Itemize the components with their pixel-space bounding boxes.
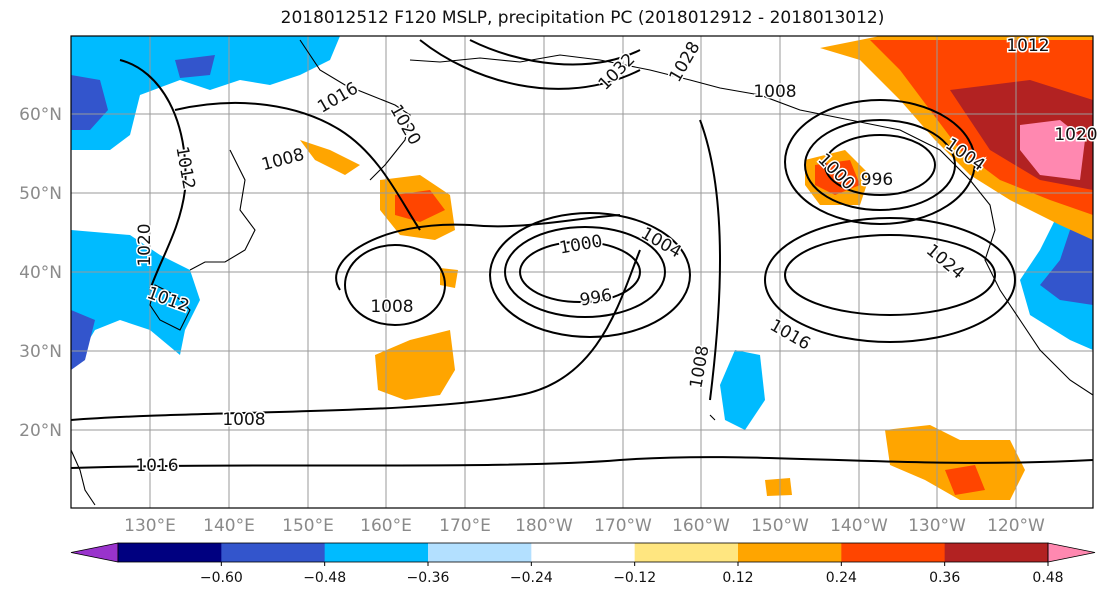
colorbar-min-extension	[70, 542, 119, 563]
map-title: 2018012512 F120 MSLP, precipitation PC (…	[280, 8, 885, 28]
lon-label: 160°W	[672, 516, 730, 536]
colorbar-tick-label: −0.24	[510, 570, 553, 586]
colorbar-tick-label: −0.12	[613, 570, 656, 586]
colorbar-max-extension	[1047, 542, 1096, 563]
colorbar-swatch	[221, 543, 326, 562]
colorbar: −0.60 −0.48 −0.36 −0.24 −0.12 0.12 0.24 0.36 0.4…	[70, 542, 1096, 586]
lon-label: 120°W	[987, 516, 1045, 536]
colorbar-tick-label: 0.36	[929, 570, 960, 586]
isobar-label: 1008	[222, 410, 265, 430]
colorbar-swatch	[118, 543, 222, 562]
lon-label: 150°W	[751, 516, 809, 536]
colorbar-tick-label: −0.48	[303, 570, 346, 586]
isobar-label: 1008	[753, 82, 796, 102]
lon-label: 160°E	[360, 516, 412, 536]
colorbar-tick-label: 0.12	[722, 570, 753, 586]
isobar-label: 1008	[370, 297, 413, 317]
isobar-label: 1020	[135, 223, 155, 266]
colorbar-swatch	[738, 543, 842, 562]
lon-label: 170°E	[439, 516, 491, 536]
lon-label: 130°W	[908, 516, 966, 536]
colorbar-swatch	[634, 543, 739, 562]
colorbar-swatch	[428, 543, 532, 562]
precip-shading	[71, 36, 1093, 500]
isobar-label: 1012	[1006, 36, 1049, 56]
colorbar-swatch	[944, 543, 1049, 562]
colorbar-swatch	[324, 543, 429, 562]
colorbar-swatch	[841, 543, 946, 562]
lat-label: 60°N	[19, 105, 62, 125]
lat-label: 30°N	[19, 342, 62, 362]
lon-label: 180°W	[515, 516, 573, 536]
lon-label: 170°W	[594, 516, 652, 536]
coastlines	[71, 39, 1093, 506]
isobar-label: 1016	[135, 456, 178, 476]
plot-border	[70, 35, 1094, 509]
lon-label: 130°E	[124, 516, 176, 536]
longitude-axis: 130°E 140°E 150°E 160°E 170°E 180°W 170°…	[124, 516, 1045, 536]
isobars	[71, 39, 1093, 469]
lon-label: 150°E	[282, 516, 334, 536]
colorbar-tick-label: −0.60	[200, 570, 243, 586]
lat-label: 40°N	[19, 263, 62, 283]
colorbar-tick-label: −0.36	[407, 570, 450, 586]
colorbar-border	[117, 542, 1049, 563]
lon-label: 140°W	[830, 516, 888, 536]
latitude-axis: 60°N 50°N 40°N 30°N 20°N	[19, 105, 62, 441]
colorbar-tick-label: 0.24	[826, 570, 857, 586]
isobar-label: 1020	[1054, 125, 1097, 145]
lat-label: 20°N	[19, 421, 62, 441]
isobar-label: 996	[861, 170, 893, 190]
colorbar-swatch	[531, 543, 636, 562]
lat-label: 50°N	[19, 184, 62, 204]
lon-label: 140°E	[203, 516, 255, 536]
colorbar-tick-label: 0.48	[1032, 570, 1063, 586]
graticule	[71, 36, 1093, 508]
